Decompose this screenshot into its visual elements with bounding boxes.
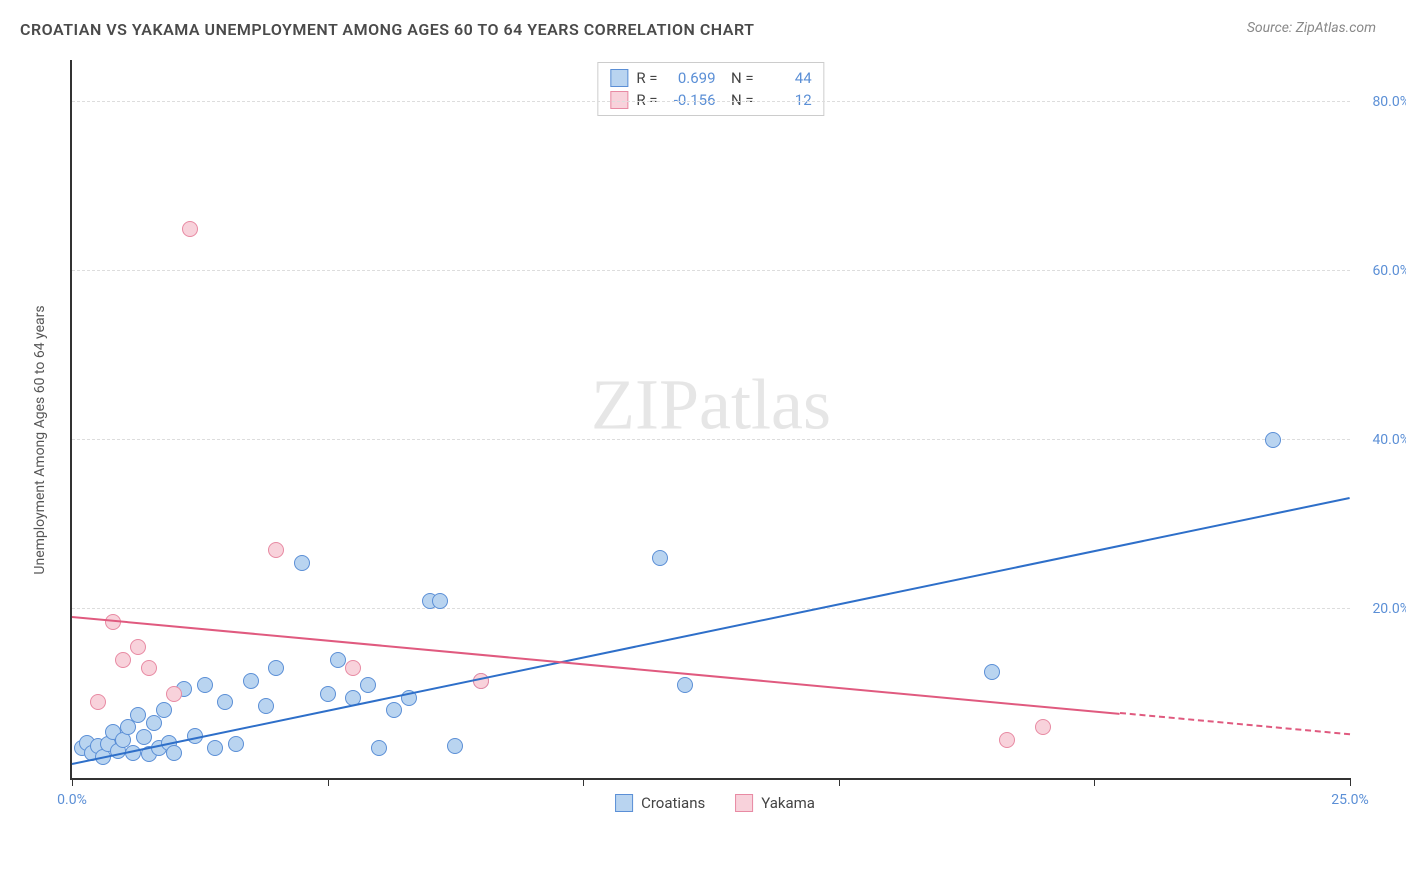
stats-r-label: R = <box>636 91 657 109</box>
source-attribution: Source: ZipAtlas.com <box>1247 20 1376 36</box>
data-point <box>156 702 172 718</box>
data-point <box>90 694 106 710</box>
stats-r-yakama: -0.156 <box>666 91 716 109</box>
stats-n-label: N = <box>724 91 754 109</box>
trend-line <box>72 497 1350 765</box>
data-point <box>447 738 463 754</box>
data-point <box>258 698 274 714</box>
data-point <box>371 740 387 756</box>
data-point <box>217 694 233 710</box>
data-point <box>166 745 182 761</box>
data-point <box>345 660 361 676</box>
data-point <box>228 736 244 752</box>
grid-line <box>72 608 1350 609</box>
chart-container: Unemployment Among Ages 60 to 64 years Z… <box>50 60 1380 820</box>
plot-area: ZIPatlas R = 0.699 N = 44 R = -0.156 N =… <box>70 60 1350 780</box>
trend-line <box>1120 712 1350 735</box>
data-point <box>360 677 376 693</box>
y-tick-label: 40.0% <box>1372 432 1406 448</box>
data-point <box>999 732 1015 748</box>
data-point <box>320 686 336 702</box>
data-point <box>141 660 157 676</box>
grid-line <box>72 270 1350 271</box>
stats-n-croatians: 44 <box>762 69 812 87</box>
data-point <box>432 593 448 609</box>
x-tick <box>72 778 73 786</box>
swatch-croatians <box>615 794 633 812</box>
x-tick-label: 25.0% <box>1331 792 1369 808</box>
grid-line <box>72 439 1350 440</box>
swatch-croatians <box>610 69 628 87</box>
data-point <box>268 542 284 558</box>
data-point <box>207 740 223 756</box>
data-point <box>652 550 668 566</box>
data-point <box>1035 719 1051 735</box>
bottom-legend: Croatians Yakama <box>615 794 815 812</box>
watermark: ZIPatlas <box>591 363 831 446</box>
watermark-bold: ZIP <box>591 364 699 444</box>
x-tick <box>328 778 329 786</box>
stats-n-label: N = <box>724 69 754 87</box>
chart-title: CROATIAN VS YAKAMA UNEMPLOYMENT AMONG AG… <box>20 20 754 39</box>
data-point <box>115 652 131 668</box>
y-tick-label: 80.0% <box>1372 94 1406 110</box>
stats-n-yakama: 12 <box>762 91 812 109</box>
legend-label-yakama: Yakama <box>761 794 815 812</box>
data-point <box>330 652 346 668</box>
legend-label-croatians: Croatians <box>641 794 705 812</box>
stats-row-yakama: R = -0.156 N = 12 <box>610 89 811 111</box>
data-point <box>386 702 402 718</box>
swatch-yakama <box>735 794 753 812</box>
data-point <box>268 660 284 676</box>
y-tick-label: 60.0% <box>1372 263 1406 279</box>
y-axis-label: Unemployment Among Ages 60 to 64 years <box>32 305 48 574</box>
data-point <box>166 686 182 702</box>
x-tick <box>1350 778 1351 786</box>
data-point <box>182 221 198 237</box>
watermark-light: atlas <box>699 364 831 444</box>
data-point <box>130 707 146 723</box>
swatch-yakama <box>610 91 628 109</box>
x-tick <box>839 778 840 786</box>
data-point <box>1265 432 1281 448</box>
y-tick-label: 20.0% <box>1372 601 1406 617</box>
legend-item-yakama: Yakama <box>735 794 815 812</box>
data-point <box>984 664 1000 680</box>
stats-r-label: R = <box>636 69 657 87</box>
x-tick <box>1094 778 1095 786</box>
stats-r-croatians: 0.699 <box>666 69 716 87</box>
legend-item-croatians: Croatians <box>615 794 705 812</box>
x-tick <box>583 778 584 786</box>
data-point <box>197 677 213 693</box>
x-tick-label: 0.0% <box>57 792 87 808</box>
data-point <box>677 677 693 693</box>
data-point <box>294 555 310 571</box>
stats-row-croatians: R = 0.699 N = 44 <box>610 67 811 89</box>
grid-line <box>72 101 1350 102</box>
data-point <box>136 729 152 745</box>
data-point <box>130 639 146 655</box>
stats-box: R = 0.699 N = 44 R = -0.156 N = 12 <box>597 62 824 116</box>
data-point <box>243 673 259 689</box>
